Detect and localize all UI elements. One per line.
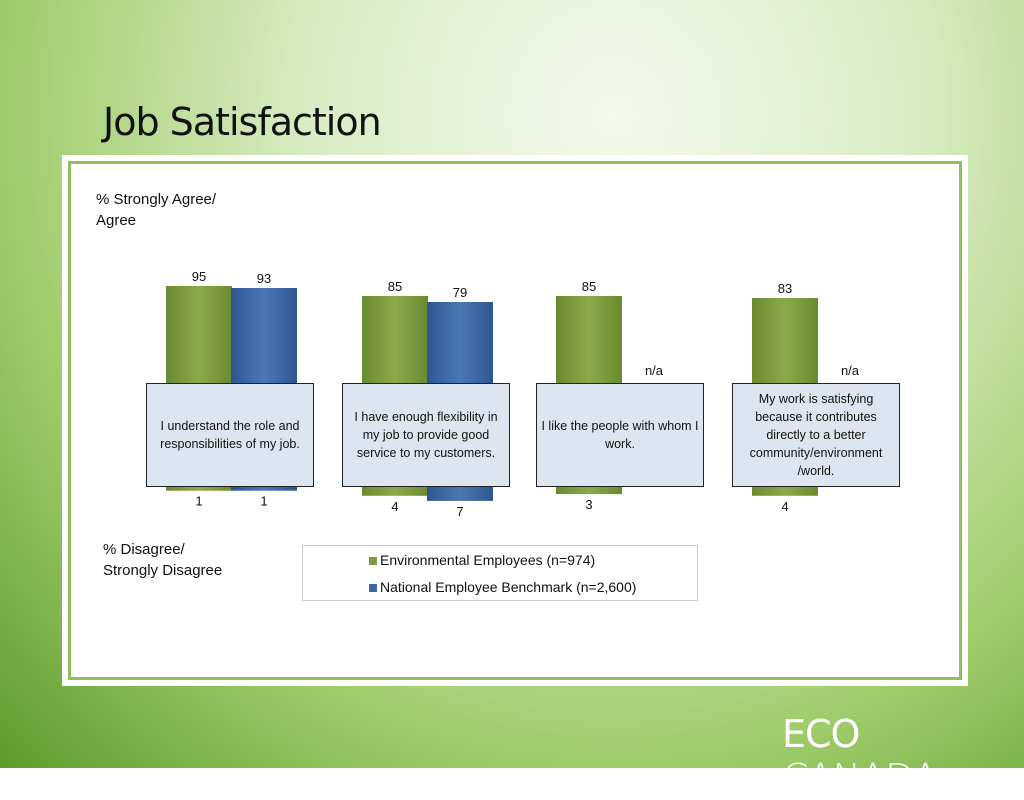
value-label: n/a [645,363,664,378]
agree-bar [752,298,818,385]
category-box: I have enough flexibility in my job to p… [342,383,510,487]
disagree-bar [427,487,493,501]
value-label: 85 [582,279,596,294]
disagree-bar [752,487,818,496]
category-box: I like the people with whom I work. [536,383,704,487]
title: Job Satisfaction [103,100,382,144]
logo-canada: CANADA [782,756,939,800]
disagree-label: 1 [260,494,267,509]
agree-label: % Strongly Agree/ Agree [96,191,217,229]
value-label: n/a [841,363,860,378]
disagree-label: 1 [195,494,202,509]
disagree-bar [362,487,428,496]
disagree-label: 7 [456,504,463,519]
agree-bar [231,288,297,385]
agree-bar [166,286,232,385]
value-label: 83 [778,281,792,296]
value-label: 79 [453,285,467,300]
disagree-bar [166,487,232,491]
legend: Environmental Employees (n=974) National … [302,545,698,601]
disagree-bar [556,487,622,495]
disagree-label: 4 [391,499,398,514]
disagree-label: 3 [585,497,592,512]
legend-item: National Employee Benchmark (n=2,600) [369,579,636,595]
legend-swatch [369,584,377,592]
legend-swatch [369,557,377,565]
disagree-label: 4 [781,499,788,514]
value-label: 95 [192,269,206,284]
logo: ECO CANADA [782,712,1024,800]
value-label: 93 [257,271,271,286]
legend-item: Environmental Employees (n=974) [369,552,595,568]
chart: 95 1 85 4 85 3 83 4 93 1 79 7 n/a n/a [166,269,860,519]
value-label: 85 [388,279,402,294]
legend-text: Environmental Employees (n=974) [380,552,596,568]
agree-bar [427,302,493,385]
logo-eco: ECO [782,712,860,756]
disagree-label: % Disagree/ Strongly Disagree [103,541,223,579]
agree-bar [556,296,622,385]
legend-text: National Employee Benchmark (n=2,600) [380,579,637,595]
agree-bar [362,296,428,385]
disagree-bar [231,487,297,491]
category-box: I understand the role and responsibiliti… [146,383,314,487]
category-box: My work is satisfying because it contrib… [732,383,900,487]
